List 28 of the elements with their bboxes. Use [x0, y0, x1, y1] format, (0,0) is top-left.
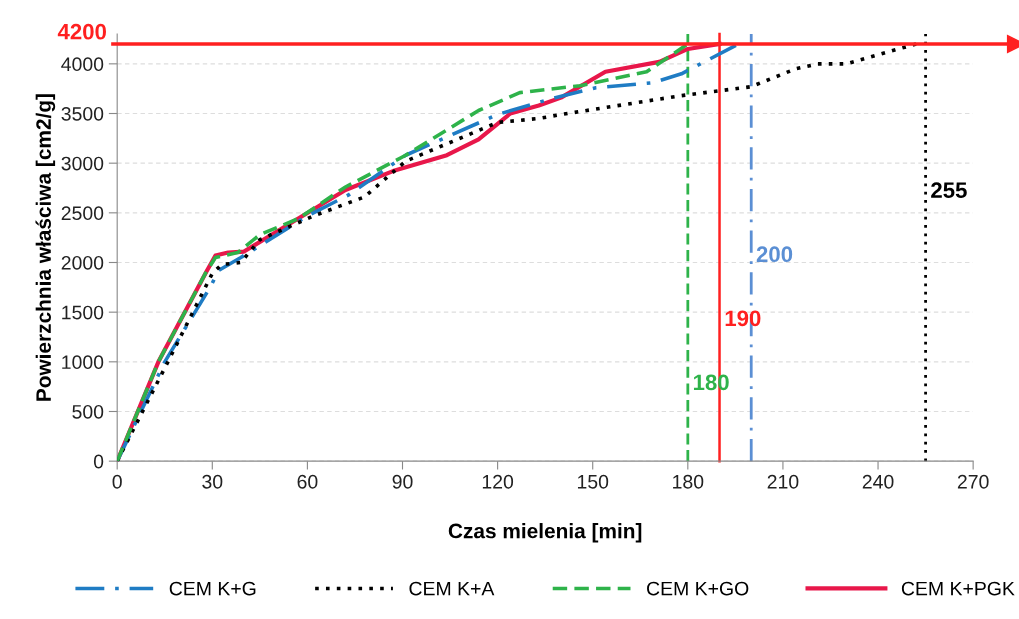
y-tick-label: 0 — [93, 454, 104, 469]
y-tick-label: 3500 — [61, 106, 104, 121]
legend-label: CEM K+PGK — [901, 581, 1015, 596]
y-tick-label: 1500 — [62, 305, 104, 320]
ref-line-label: 200 — [756, 246, 793, 263]
y-tick-label: 500 — [72, 404, 104, 419]
y-tick-label: 1000 — [62, 355, 104, 370]
x-tick-label: 210 — [767, 474, 799, 489]
x-tick-label: 150 — [577, 474, 609, 489]
x-tick-label: 90 — [392, 474, 413, 489]
ref-line-label: 255 — [931, 182, 967, 199]
x-axis-title: Czas mielenia [min] — [448, 523, 642, 543]
x-tick-label: 0 — [112, 474, 122, 489]
y-tick-label: 2000 — [61, 255, 104, 270]
x-tick-label: 180 — [673, 474, 704, 489]
x-tick-label: 30 — [202, 474, 223, 489]
legend-label: CEM K+GO — [647, 581, 749, 596]
y-tick-label: 2500 — [61, 206, 104, 221]
x-tick-label: 240 — [862, 474, 894, 489]
y-axis-title: Powierzchnia właściwa [cm2/g] — [35, 94, 56, 401]
x-tick-label: 60 — [297, 474, 318, 489]
ref-line-label: 4200 — [57, 23, 107, 40]
y-tick-label: 3000 — [61, 156, 104, 171]
legend-label: CEM K+A — [409, 581, 495, 596]
y-tick-label: 4000 — [61, 57, 104, 72]
legend-label: CEM K+G — [169, 581, 256, 596]
x-tick-label: 270 — [957, 474, 989, 489]
x-tick-label: 120 — [482, 474, 514, 489]
